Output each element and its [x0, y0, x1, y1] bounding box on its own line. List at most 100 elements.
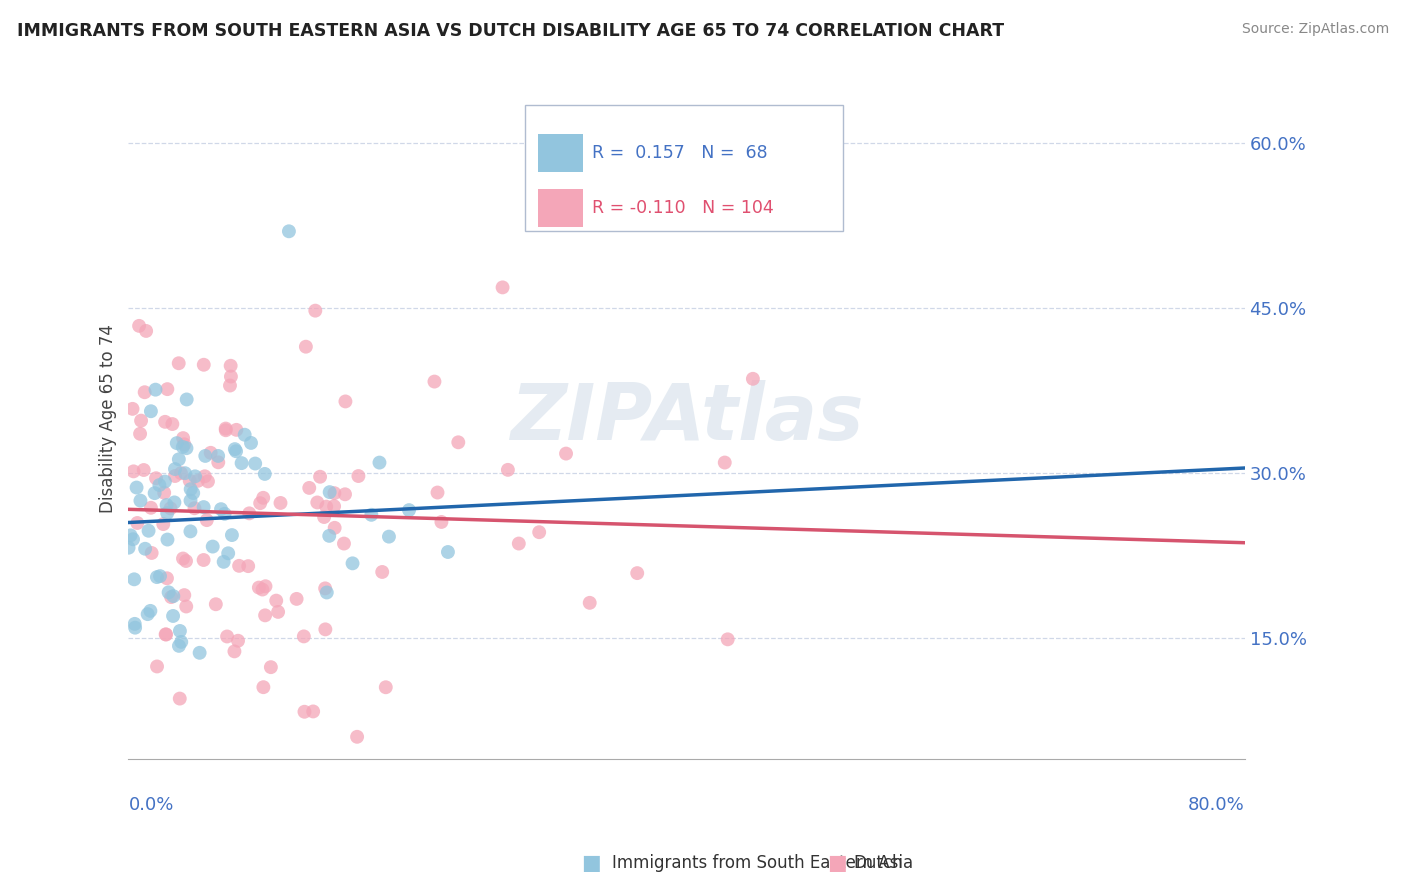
Text: Dutch: Dutch	[853, 855, 903, 872]
Point	[346, 730, 368, 744]
Point	[145, 383, 167, 397]
Point	[172, 551, 194, 566]
Text: ■: ■	[827, 854, 846, 873]
Point	[139, 404, 162, 418]
Point	[430, 515, 453, 529]
Point	[347, 469, 370, 483]
Point	[302, 705, 325, 719]
Point	[143, 486, 166, 500]
Point	[212, 555, 235, 569]
Point	[309, 469, 332, 483]
Point	[134, 385, 156, 400]
Point	[122, 572, 145, 586]
Point	[491, 280, 513, 294]
Point	[201, 540, 224, 554]
Point	[335, 394, 357, 409]
Point	[374, 680, 396, 694]
Point	[221, 528, 243, 542]
Point	[188, 646, 211, 660]
Point	[169, 691, 191, 706]
Point	[323, 486, 346, 500]
Point	[187, 474, 209, 488]
Point	[181, 486, 204, 500]
Point	[174, 554, 197, 568]
Point	[179, 524, 201, 539]
Point	[215, 423, 238, 437]
Point	[314, 623, 336, 637]
Point	[173, 588, 195, 602]
Point	[496, 463, 519, 477]
Point	[146, 570, 169, 584]
Point	[578, 596, 600, 610]
Point	[193, 358, 215, 372]
Text: R =  0.157   N =  68: R = 0.157 N = 68	[592, 144, 768, 161]
Point	[294, 705, 316, 719]
Point	[555, 446, 578, 460]
Point	[169, 624, 191, 638]
Point	[139, 604, 162, 618]
Point	[252, 491, 274, 505]
Point	[231, 456, 253, 470]
Point	[124, 621, 146, 635]
Point	[163, 495, 186, 509]
Point	[219, 378, 242, 392]
Point	[153, 485, 176, 500]
Point	[315, 585, 337, 599]
Point	[170, 635, 193, 649]
Point	[318, 485, 340, 500]
Point	[174, 599, 197, 614]
Point	[174, 466, 197, 480]
Point	[368, 456, 391, 470]
Point	[219, 369, 242, 384]
Point	[245, 457, 267, 471]
Point	[298, 481, 321, 495]
Point	[447, 435, 470, 450]
Text: R = -0.110   N = 104: R = -0.110 N = 104	[592, 199, 773, 217]
Point	[224, 644, 246, 658]
Point	[156, 506, 179, 520]
Point	[225, 444, 247, 458]
Point	[163, 469, 186, 483]
Point	[228, 558, 250, 573]
Point	[238, 506, 260, 520]
Point	[166, 436, 188, 450]
Point	[184, 469, 207, 483]
Point	[342, 557, 364, 571]
Point	[240, 436, 263, 450]
Text: IMMIGRANTS FROM SOUTH EASTERN ASIA VS DUTCH DISABILITY AGE 65 TO 74 CORRELATION : IMMIGRANTS FROM SOUTH EASTERN ASIA VS DU…	[17, 22, 1004, 40]
Point	[314, 582, 336, 596]
Point	[717, 632, 740, 647]
Point	[176, 441, 198, 455]
Point	[139, 500, 162, 515]
Point	[219, 359, 242, 373]
Point	[195, 513, 218, 527]
Point	[398, 503, 420, 517]
Point	[713, 456, 735, 470]
Point	[264, 593, 287, 607]
Point	[626, 566, 648, 581]
Point	[162, 609, 184, 624]
Point	[117, 541, 139, 555]
Y-axis label: Disability Age 65 to 74: Disability Age 65 to 74	[100, 324, 117, 513]
Text: ZIPAtlas: ZIPAtlas	[510, 380, 863, 456]
Point	[136, 607, 159, 621]
Point	[307, 495, 329, 509]
Point	[157, 585, 180, 599]
Point	[247, 581, 270, 595]
Point	[253, 467, 276, 481]
Text: 0.0%: 0.0%	[128, 797, 174, 814]
Point	[129, 414, 152, 428]
Point	[371, 565, 394, 579]
Point	[155, 627, 177, 641]
FancyBboxPatch shape	[538, 189, 582, 227]
Point	[176, 392, 198, 407]
Point	[149, 569, 172, 583]
Point	[193, 500, 215, 514]
Point	[254, 579, 277, 593]
Point	[167, 356, 190, 370]
Point	[260, 660, 283, 674]
Text: ■: ■	[581, 854, 600, 873]
Point	[224, 442, 246, 457]
Point	[148, 478, 170, 492]
Point	[159, 501, 181, 516]
